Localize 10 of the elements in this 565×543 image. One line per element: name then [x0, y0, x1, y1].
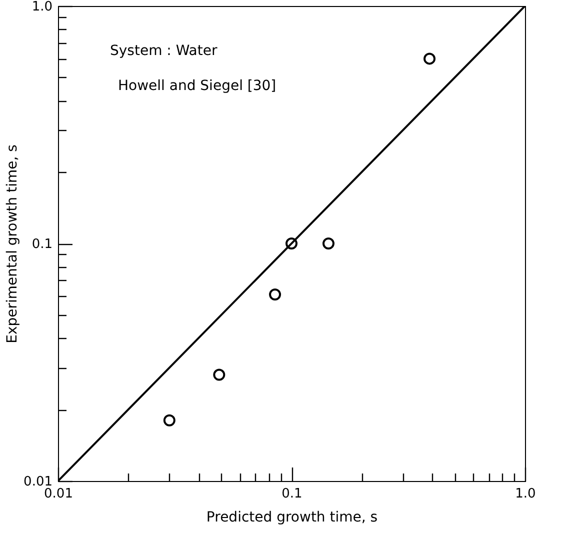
y-tick-label: 0.1 — [32, 237, 52, 252]
annotation: Howell and Siegel [30] — [118, 78, 276, 94]
x-axis-title: Predicted growth time, s — [206, 510, 378, 526]
x-tick-label: 0.01 — [44, 486, 73, 502]
y-axis-title: Experimental growth time, s — [4, 144, 21, 344]
y-tick-label: 0.01 — [24, 474, 52, 490]
y-tick-label: 1.0 — [32, 0, 52, 14]
x-tick-label: 0.1 — [282, 486, 302, 502]
x-tick-label: 1.0 — [515, 486, 536, 502]
annotation: System : Water — [110, 43, 218, 59]
